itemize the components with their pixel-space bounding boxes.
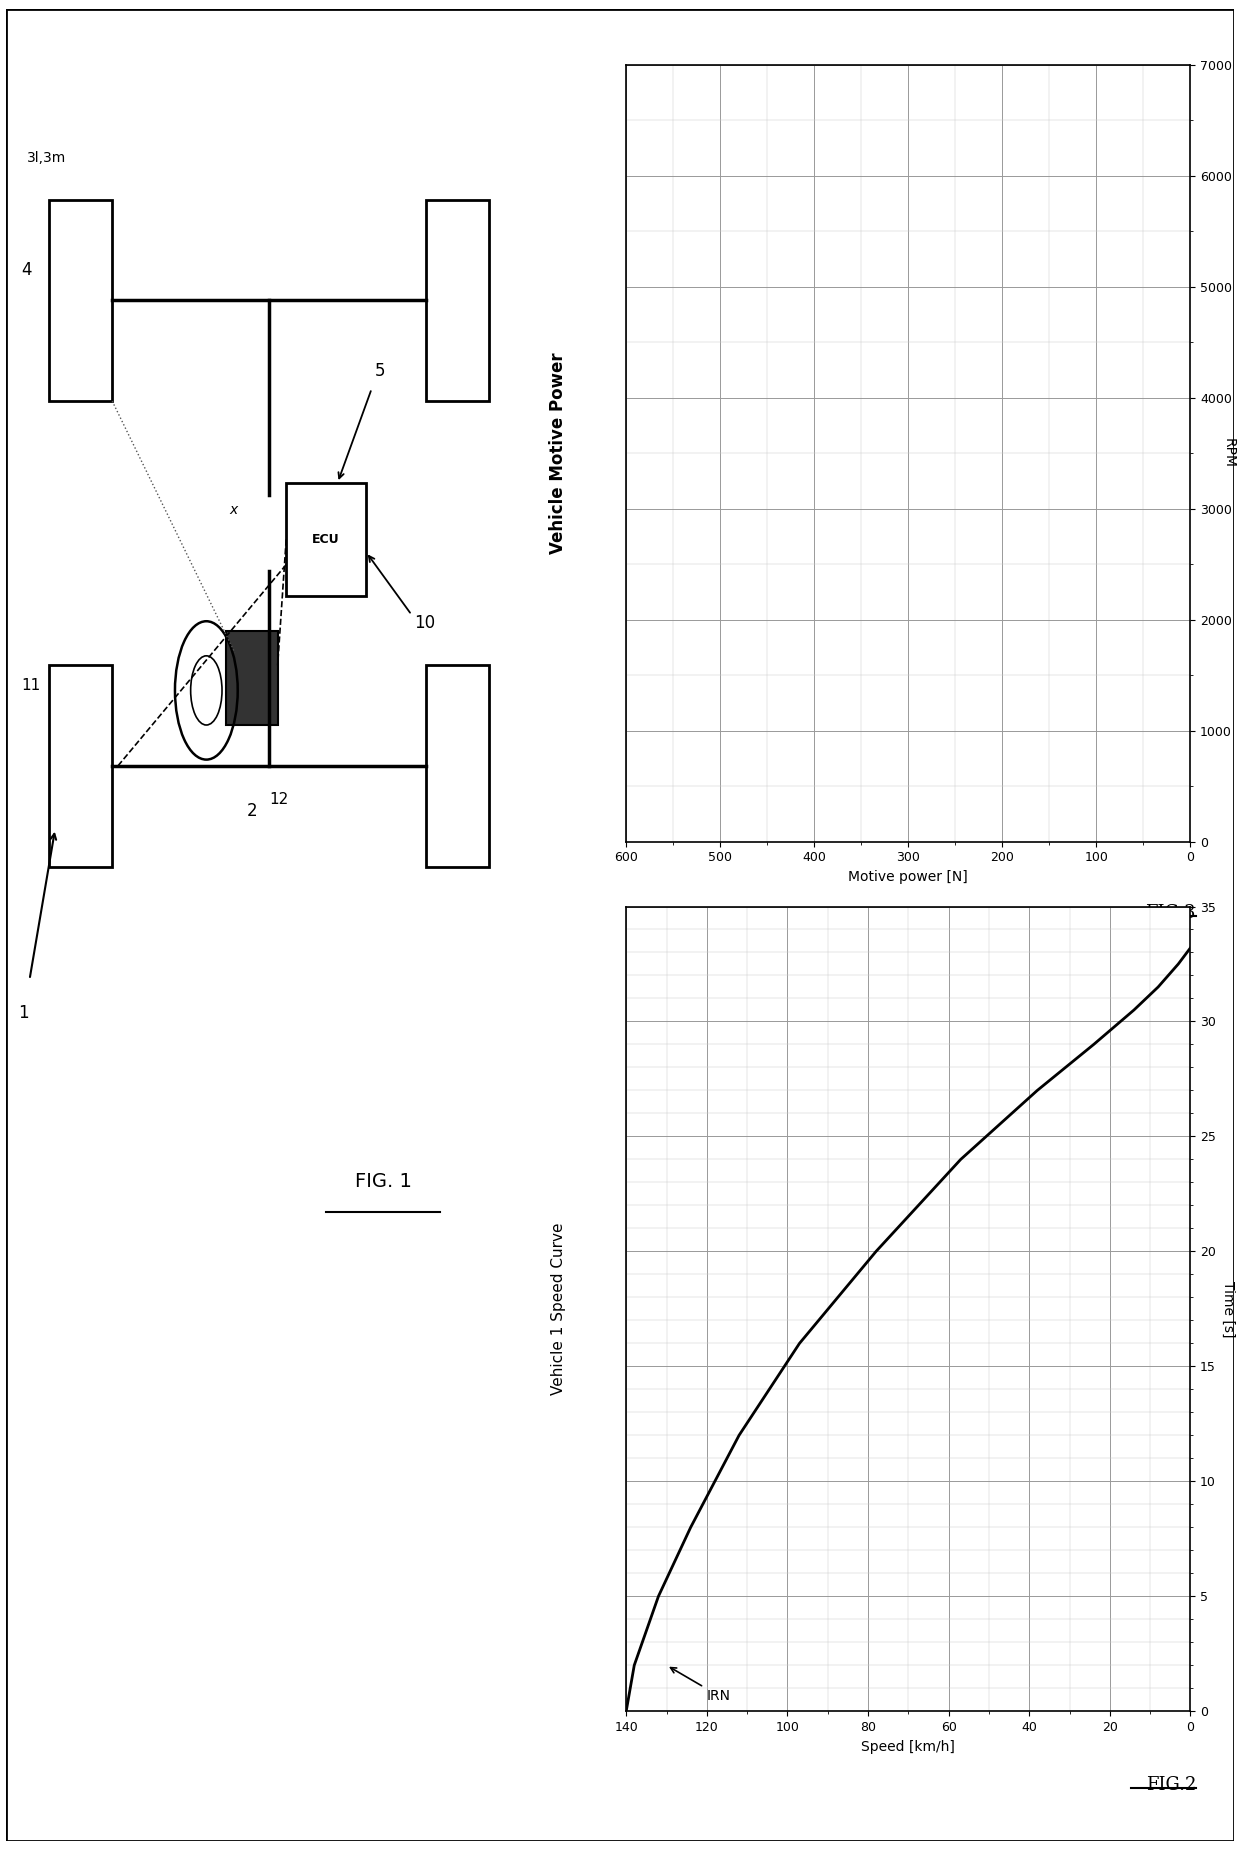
Text: 1: 1: [19, 1003, 29, 1021]
Text: FIG. 1: FIG. 1: [355, 1171, 412, 1191]
Point: [1182, 831, 1197, 853]
Bar: [50, 200, 113, 401]
Y-axis label: Time [s]: Time [s]: [1221, 1280, 1235, 1338]
X-axis label: Speed [km/h]: Speed [km/h]: [862, 1739, 955, 1754]
Text: FIG.3: FIG.3: [1146, 905, 1197, 921]
Text: 11: 11: [21, 679, 40, 694]
Text: 3l,3m: 3l,3m: [27, 152, 66, 165]
Y-axis label: RPM: RPM: [1221, 438, 1235, 468]
Text: Vehicle Motive Power: Vehicle Motive Power: [549, 353, 568, 553]
Text: ECU: ECU: [312, 533, 340, 546]
Text: 5: 5: [374, 363, 386, 379]
Text: FIG.2: FIG.2: [1146, 1776, 1197, 1794]
Text: x: x: [229, 503, 237, 518]
Bar: [50, 666, 113, 866]
Text: 10: 10: [414, 614, 435, 631]
Point: [1179, 1702, 1194, 1724]
Bar: [427, 200, 489, 401]
X-axis label: Motive power [N]: Motive power [N]: [848, 870, 968, 884]
Text: Vehicle 1 Speed Curve: Vehicle 1 Speed Curve: [551, 1223, 565, 1395]
Point: [1179, 1702, 1194, 1724]
Text: 12: 12: [269, 792, 289, 807]
Text: IRN: IRN: [671, 1667, 730, 1702]
Bar: [227, 631, 278, 725]
Point: [1182, 831, 1197, 853]
Text: 4: 4: [21, 261, 31, 279]
Bar: [427, 666, 489, 866]
Bar: [286, 483, 366, 596]
Text: 2: 2: [247, 803, 257, 820]
